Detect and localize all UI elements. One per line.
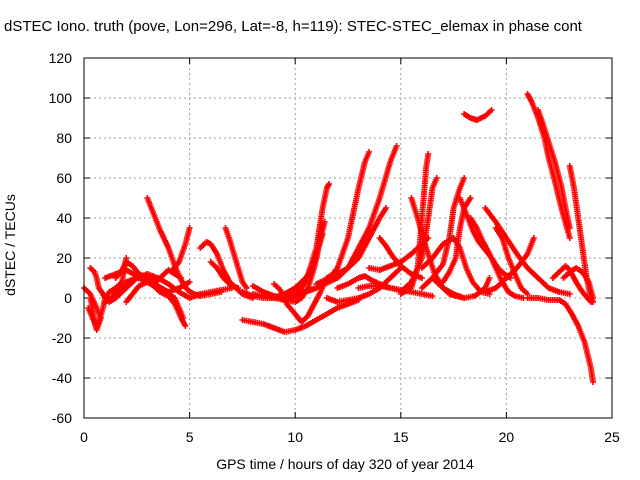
y-tick-label: 120 — [49, 50, 73, 66]
data-point — [186, 279, 193, 285]
x-tick-label: 25 — [604, 429, 620, 445]
y-tick-label: 20 — [56, 250, 72, 266]
data-point — [433, 175, 440, 181]
x-tick-label: 10 — [287, 429, 303, 445]
y-tick-label: 40 — [56, 210, 72, 226]
data-point — [186, 225, 193, 231]
data-point — [325, 181, 332, 187]
y-tick-label: 0 — [64, 290, 72, 306]
series-34 — [461, 107, 495, 123]
y-tick-label: -40 — [52, 370, 72, 386]
data-point — [418, 275, 425, 281]
data-point — [566, 225, 573, 231]
series-33 — [429, 275, 493, 301]
y-tick-label: 100 — [49, 90, 73, 106]
series-8 — [144, 195, 225, 299]
data-point — [425, 235, 432, 241]
series-21 — [313, 205, 390, 287]
series-11 — [207, 259, 242, 291]
data-point — [486, 275, 493, 281]
series-2 — [85, 255, 130, 329]
axis-ticks: -60 -40 -20 0 20 40 60 80 100 120 0 5 10 15 20 25 — [49, 50, 620, 445]
data-point — [87, 295, 94, 301]
data-point — [488, 107, 495, 113]
series-7 — [123, 279, 189, 329]
x-tick-label: 20 — [499, 429, 515, 445]
data-point — [383, 205, 390, 211]
series-42 — [524, 295, 596, 385]
x-tick-label: 5 — [186, 429, 194, 445]
data-point — [182, 323, 189, 329]
data-point — [589, 379, 596, 385]
series-24 — [355, 283, 436, 299]
series-41 — [535, 107, 573, 231]
data-point — [218, 289, 225, 295]
data-point — [366, 149, 373, 155]
plot-frame — [83, 57, 613, 419]
y-tick-label: 80 — [56, 130, 72, 146]
series-13 — [239, 297, 362, 335]
series-9 — [169, 225, 193, 273]
data-point — [566, 235, 573, 241]
x-axis-label: GPS time / hours of day 320 of year 2014 — [216, 456, 474, 472]
data-point — [243, 285, 250, 291]
x-tick-label: 15 — [393, 429, 409, 445]
chart-title: dSTEC Iono. truth (pove, Lon=296, Lat=-8… — [4, 18, 582, 35]
data-point — [235, 285, 242, 291]
data-point — [461, 175, 468, 181]
data-point — [467, 195, 474, 201]
series-12 — [222, 225, 250, 291]
data-point — [425, 151, 432, 157]
series-39 — [492, 225, 531, 297]
y-tick-label: -20 — [52, 330, 72, 346]
data-point — [393, 143, 400, 149]
data-point — [429, 293, 436, 299]
series-45 — [549, 263, 594, 305]
series-18 — [249, 181, 332, 303]
data-point — [566, 291, 573, 297]
data-marks — [81, 91, 596, 385]
data-point — [587, 299, 594, 305]
data-point — [530, 235, 537, 241]
y-tick-label: -60 — [52, 410, 72, 426]
series-29 — [397, 151, 432, 297]
y-tick-label: 60 — [56, 170, 72, 186]
x-tick-label: 0 — [80, 429, 88, 445]
